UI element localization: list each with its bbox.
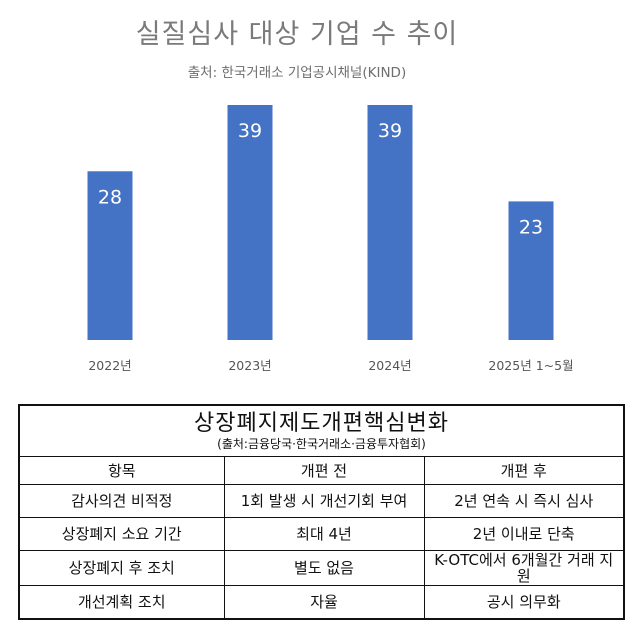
table-header-item: 항목 — [18, 456, 225, 485]
table-row: 상장폐지 소요 기간 최대 4년 2년 이내로 단축 — [18, 517, 625, 551]
table-header-after: 개편 후 — [423, 456, 625, 485]
table-row: 감사의견 비적정 1회 발생 시 개선기회 부여 2년 연속 시 즉시 심사 — [18, 484, 625, 518]
bar-3 — [508, 201, 554, 340]
table-header-before: 개편 전 — [223, 456, 425, 485]
table-cell: 최대 4년 — [223, 517, 425, 551]
table-cell: 상장폐지 후 조치 — [18, 550, 225, 586]
bar-chart: 실질심사 대상 기업 수 추이 출처: 한국거래소 기업공시채널(KIND) 2… — [87, 19, 574, 373]
table-title: 상장폐지제도개편핵심변화 — [194, 411, 449, 436]
table-cell: 1회 발생 시 개선기회 부여 — [223, 484, 425, 518]
x-tick-label-3: 2025년 1~5월 — [488, 358, 573, 373]
table-source: (출처:금융당국·한국거래소·금융투자협회) — [217, 437, 426, 451]
table-cell: 자율 — [223, 585, 425, 620]
table-cell: 2년 연속 시 즉시 심사 — [423, 484, 625, 518]
chart-title: 실질심사 대상 기업 수 추이 — [135, 19, 459, 50]
chart-subtitle: 출처: 한국거래소 기업공시채널(KIND) — [187, 65, 407, 81]
x-tick-label-0: 2022년 — [88, 358, 131, 373]
bar-value-label-1: 39 — [238, 120, 262, 142]
bar-1 — [227, 105, 273, 340]
bar-chart-plot: 28 2022년 39 2023년 39 2024년 23 2025년 1~5월 — [87, 105, 574, 373]
table-row: 상장폐지 후 조치 별도 없음 K-OTC에서 6개월간 거래 지원 — [18, 550, 625, 586]
bar-value-label-3: 23 — [519, 216, 543, 238]
table-cell: 감사의견 비적정 — [18, 484, 225, 518]
comparison-table-container: 상장폐지제도개편핵심변화 (출처:금융당국·한국거래소·금융투자협회) 항목 개… — [18, 404, 625, 620]
table-cell: 2년 이내로 단축 — [423, 517, 625, 551]
bar-0 — [87, 171, 133, 340]
bar-value-label-0: 28 — [98, 186, 122, 208]
table-header-row: 항목 개편 전 개편 후 — [18, 456, 625, 485]
table-row: 개선계획 조치 자율 공시 의무화 — [18, 585, 625, 620]
table-cell: 공시 의무화 — [423, 585, 625, 620]
comparison-table: 상장폐지제도개편핵심변화 (출처:금융당국·한국거래소·금융투자협회) 항목 개… — [18, 404, 625, 620]
table-title-cell: 상장폐지제도개편핵심변화 (출처:금융당국·한국거래소·금융투자협회) — [18, 404, 625, 457]
bar-value-label-2: 39 — [378, 120, 402, 142]
table-cell: K-OTC에서 6개월간 거래 지원 — [423, 550, 625, 586]
table-cell: 별도 없음 — [223, 550, 425, 586]
x-tick-label-1: 2023년 — [228, 358, 271, 373]
table-cell: 상장폐지 소요 기간 — [18, 517, 225, 551]
bar-2 — [367, 105, 413, 340]
table-cell: 개선계획 조치 — [18, 585, 225, 620]
x-tick-label-2: 2024년 — [368, 358, 411, 373]
